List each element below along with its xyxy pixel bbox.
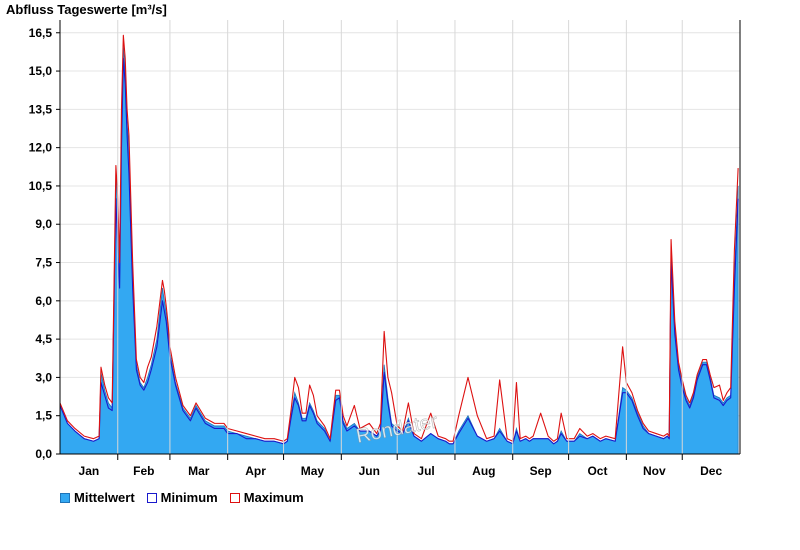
legend-item-min: Minimum	[146, 490, 218, 505]
chart-title: Abfluss Tageswerte [m³/s]	[6, 2, 167, 17]
y-tick-label: 4,5	[35, 332, 52, 346]
y-tick-label: 0,0	[35, 447, 52, 461]
legend-swatch-mean	[60, 492, 70, 503]
legend: Mittelwert Minimum Maximum	[60, 490, 304, 505]
x-tick-label: Jul	[417, 464, 434, 478]
y-tick-label: 6,0	[35, 294, 52, 308]
y-tick-label: 10,5	[29, 179, 53, 193]
legend-label-max: Maximum	[243, 490, 304, 505]
legend-swatch-max	[229, 492, 240, 503]
series-minimum-line	[59, 57, 739, 445]
x-tick-label: Sep	[530, 464, 552, 478]
series-mean-area	[59, 45, 739, 455]
x-tick-label: Apr	[245, 464, 266, 478]
x-tick-label: May	[301, 464, 325, 478]
area-layer	[59, 45, 739, 455]
y-tick-label: 9,0	[35, 217, 52, 231]
x-tick-label: Jun	[359, 464, 380, 478]
y-tick-label: 13,5	[29, 102, 53, 116]
y-tick-label: 16,5	[29, 26, 53, 40]
series-maximum-line	[59, 34, 739, 442]
y-tick-label: 3,0	[35, 370, 52, 384]
x-tick-label: Aug	[472, 464, 495, 478]
legend-label-mean: Mittelwert	[74, 490, 135, 505]
x-tick-label: Mar	[188, 464, 210, 478]
x-tick-label: Oct	[587, 464, 607, 478]
y-tick-label: 15,0	[29, 64, 53, 78]
y-tick-label: 12,0	[29, 141, 53, 155]
label-layer: 0,0 1,5 3,0 4,5 6,0 7,5 9,0 10,5 12,0 13,5 15,0 16,…	[29, 26, 723, 478]
axis-layer	[56, 20, 741, 460]
legend-item-max: Maximum	[229, 490, 304, 505]
y-tick-label: 7,5	[35, 256, 52, 270]
x-tick-label: Dec	[700, 464, 722, 478]
y-tick-label: 1,5	[35, 409, 52, 423]
legend-item-mean: Mittelwert	[60, 490, 135, 505]
line-layer	[59, 34, 739, 445]
legend-swatch-min	[146, 492, 157, 503]
x-tick-label: Jan	[79, 464, 100, 478]
legend-label-min: Minimum	[160, 490, 218, 505]
x-tick-label: Nov	[643, 464, 666, 478]
x-tick-label: Feb	[133, 464, 154, 478]
